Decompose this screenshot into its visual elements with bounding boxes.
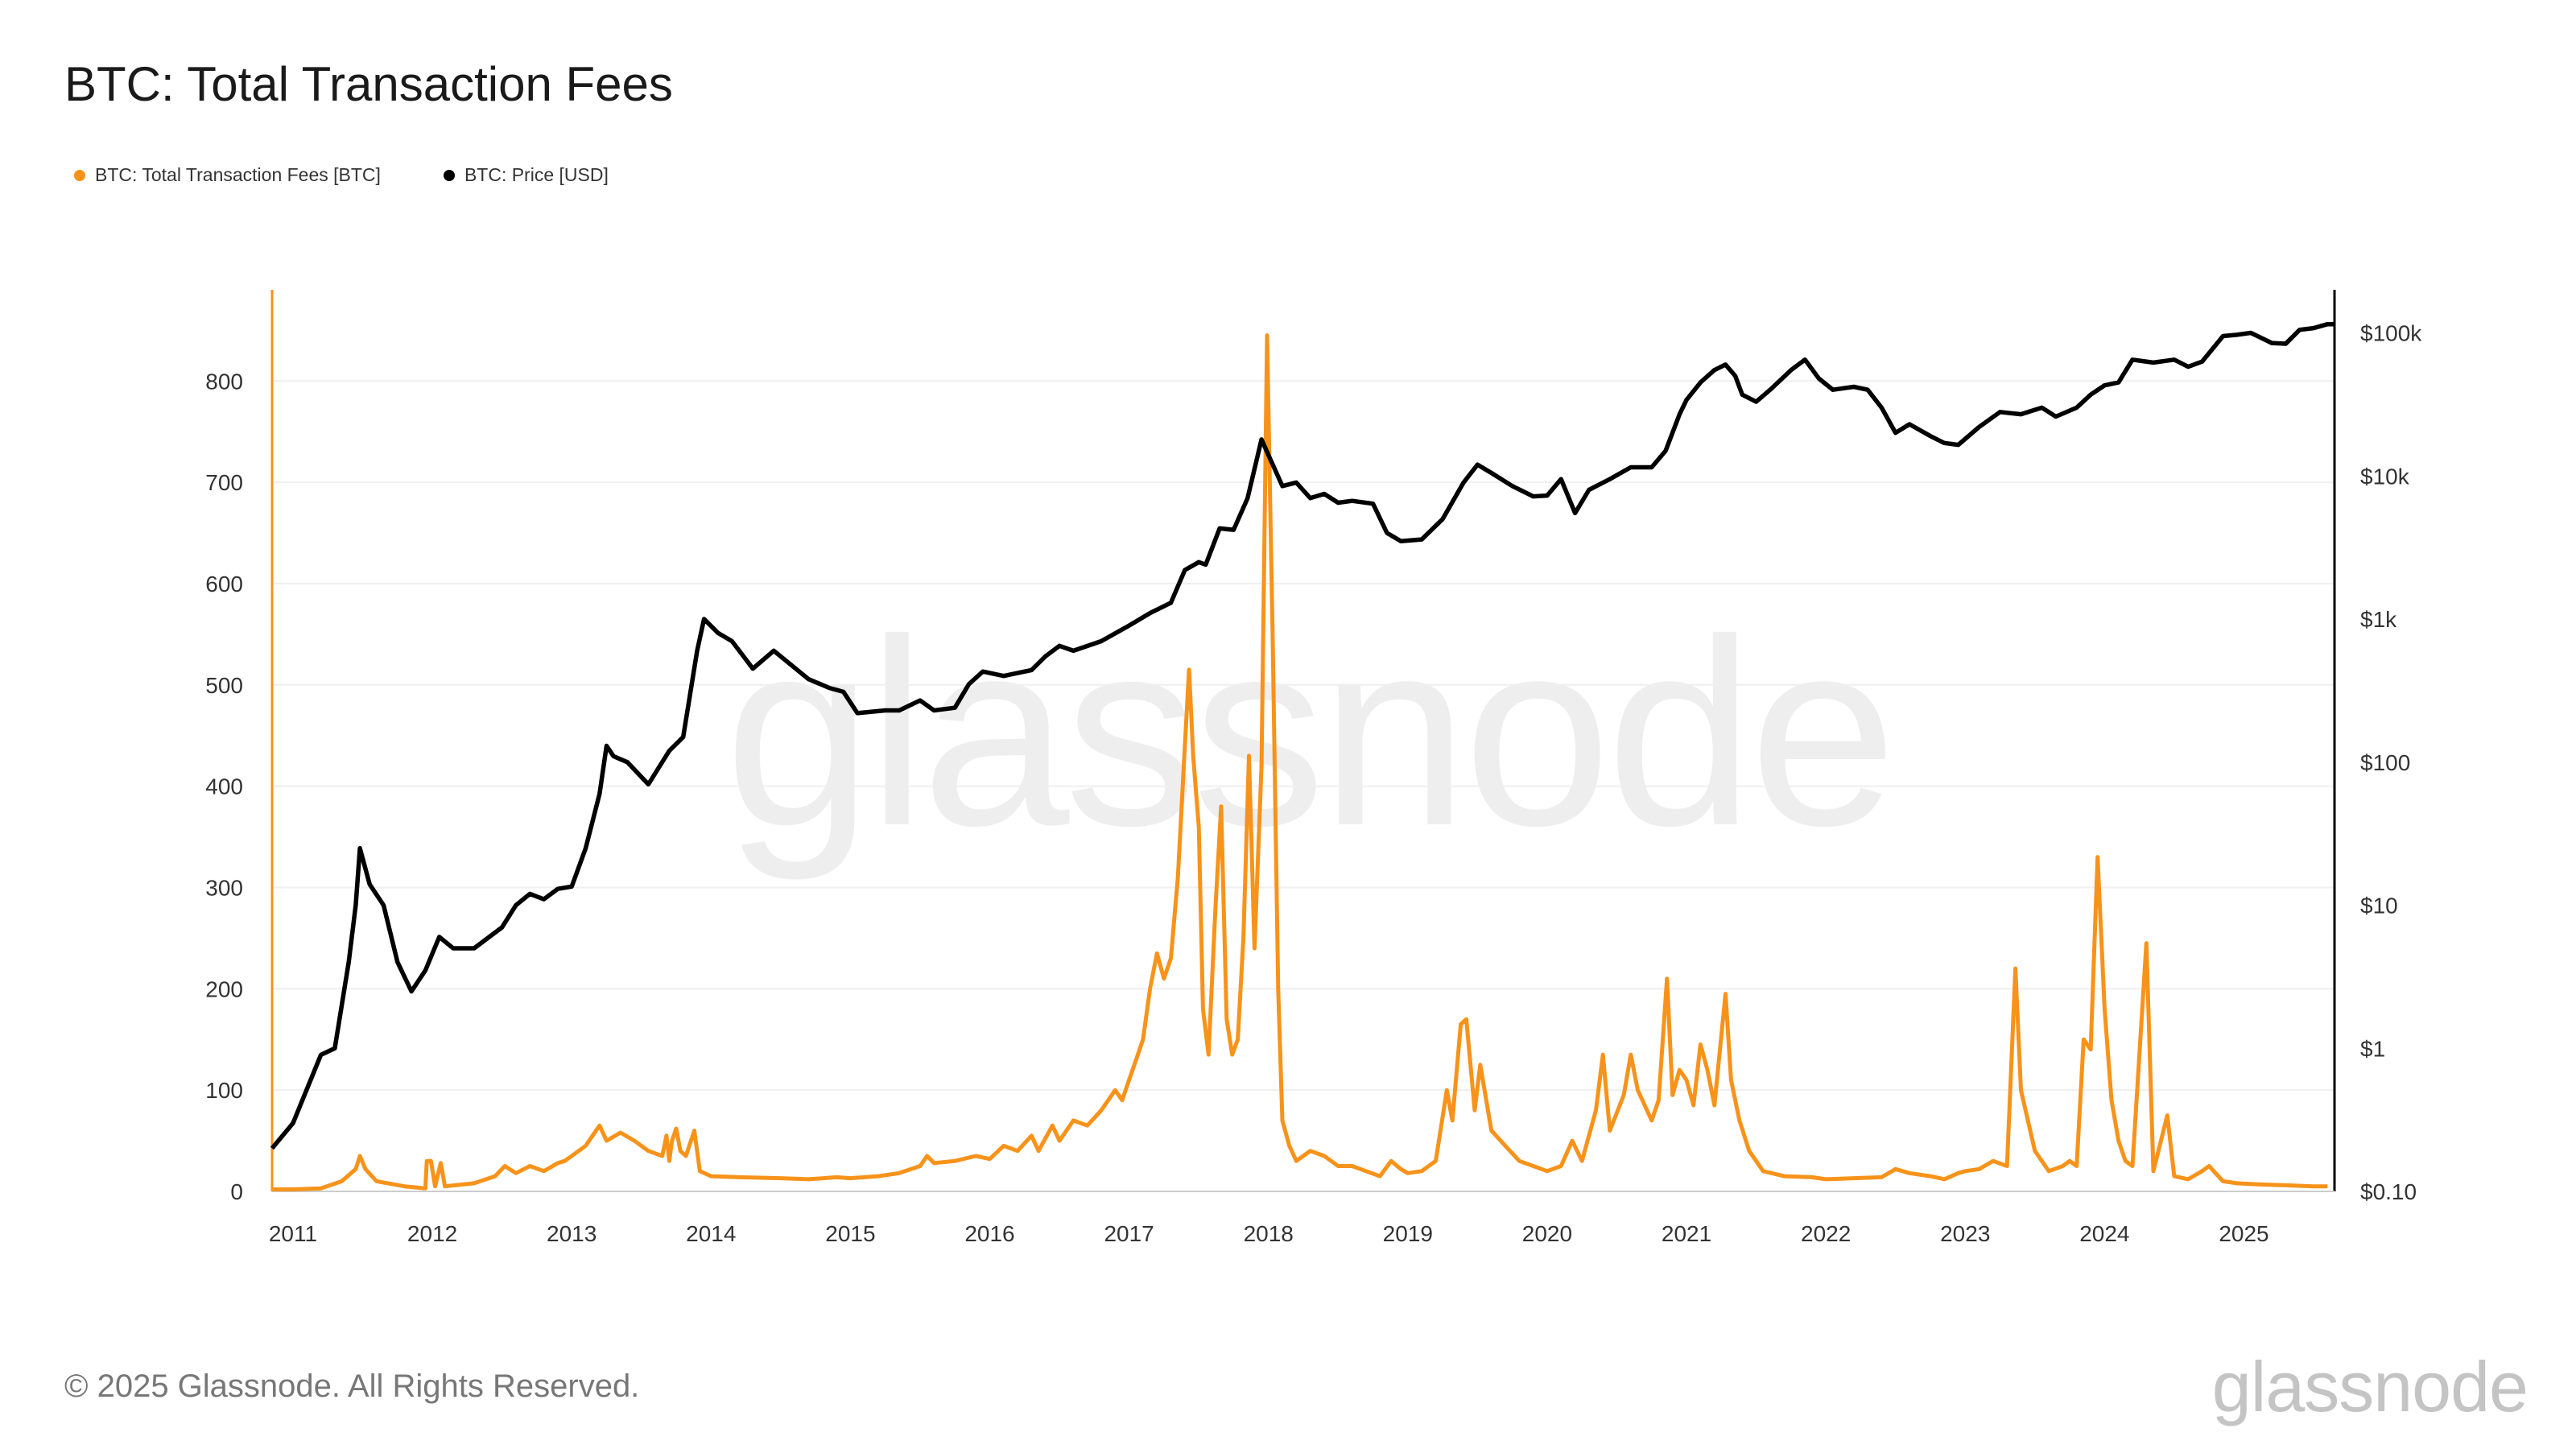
x-tick-label: 2017 [1104,1221,1154,1246]
y-left-tick-label: 100 [205,1078,243,1103]
legend-label-fees: BTC: Total Transaction Fees [BTC] [95,164,381,185]
series-line-fees [272,333,2328,1191]
legend-item-price[interactable]: BTC: Price [USD] [443,164,609,186]
x-tick-label: 2023 [1940,1221,1990,1246]
brand-logo: glassnode [2211,1347,2529,1426]
axes [270,290,2336,1192]
y-left-tick-label: 300 [205,875,243,900]
series-line-price [270,321,2334,1150]
y-left-tick-label: 200 [205,976,243,1001]
y-right-tick-label: $1k [2360,607,2397,632]
series-lines [270,321,2334,1191]
x-tick-label: 2011 [269,1221,317,1246]
y-left-tick-label: 0 [230,1179,243,1204]
x-tick-label: 2014 [686,1221,736,1246]
legend-dot-fees-icon [74,169,85,181]
y-right-axis-ticks: $0.10 $1 $10 $100 $1k $10k $100k [2360,321,2422,1204]
y-right-tick-label: $0.10 [2360,1179,2417,1204]
y-right-tick-label: $100 [2360,750,2410,775]
y-left-tick-label: 800 [205,369,243,394]
x-tick-label: 2020 [1522,1221,1572,1246]
legend-label-price: BTC: Price [USD] [464,164,609,185]
y-left-tick-label: 500 [205,673,243,698]
legend-item-fees[interactable]: BTC: Total Transaction Fees [BTC] [74,164,381,186]
y-right-tick-label: $10k [2360,464,2410,489]
y-left-tick-label: 400 [205,774,243,799]
x-tick-label: 2024 [2079,1221,2129,1246]
copyright-text: © 2025 Glassnode. All Rights Reserved. [64,1368,640,1404]
x-tick-label: 2022 [1801,1221,1851,1246]
y-left-axis-ticks: 0 100 200 300 400 500 600 700 800 [205,369,243,1204]
gridlines [272,380,2334,1192]
y-right-tick-label: $100k [2360,321,2422,346]
x-tick-label: 2013 [547,1221,597,1246]
y-right-tick-label: $1 [2360,1036,2385,1061]
x-tick-label: 2021 [1662,1221,1711,1246]
x-tick-label: 2015 [825,1221,875,1246]
y-right-tick-label: $10 [2360,894,2398,919]
y-left-tick-label: 700 [205,470,243,495]
x-tick-label: 2016 [964,1221,1014,1246]
x-tick-label: 2018 [1244,1221,1294,1246]
chart-legend: BTC: Total Transaction Fees [BTC] BTC: P… [74,164,609,186]
x-tick-label: 2019 [1383,1221,1433,1246]
page-title: BTC: Total Transaction Fees [64,57,673,111]
x-tick-label: 2025 [2219,1221,2268,1246]
x-axis-ticks: 2011 2012 2013 2014 2015 2016 2017 2018 2019 2020… [269,1221,2269,1246]
legend-dot-price-icon [443,169,455,181]
watermark: glassnode [724,584,1897,881]
y-left-tick-label: 600 [205,572,243,597]
x-tick-label: 2012 [407,1221,457,1246]
